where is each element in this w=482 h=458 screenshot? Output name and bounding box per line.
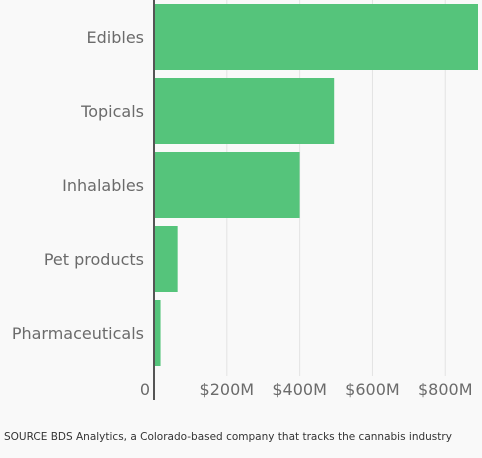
x-tick-label-0: 0: [140, 380, 150, 399]
x-tick-label-800: $800M: [418, 380, 473, 399]
x-tick-label-400: $400M: [272, 380, 327, 399]
bar-pharmaceuticals: [154, 300, 161, 366]
bar-pet-products: [154, 226, 178, 292]
bars: [154, 4, 478, 366]
category-label-pet-products: Pet products: [44, 250, 144, 269]
category-label-inhalables: Inhalables: [62, 176, 144, 195]
bar-edibles: [154, 4, 478, 70]
bar-chart: Edibles Topicals Inhalables Pet products Pha…: [12, 0, 478, 400]
category-labels: Edibles Topicals Inhalables Pet products Pha…: [12, 28, 144, 343]
bar-inhalables: [154, 152, 300, 218]
category-label-edibles: Edibles: [87, 28, 145, 47]
bar-topicals: [154, 78, 335, 144]
category-label-pharmaceuticals: Pharmaceuticals: [12, 324, 144, 343]
category-label-topicals: Topicals: [80, 102, 144, 121]
x-tick-label-600: $600M: [345, 380, 400, 399]
source-note: SOURCE BDS Analytics, a Colorado-based c…: [4, 431, 452, 443]
x-tick-label-200: $200M: [200, 380, 255, 399]
x-axis-ticks: 0 $200M $400M $600M $800M: [140, 380, 473, 399]
